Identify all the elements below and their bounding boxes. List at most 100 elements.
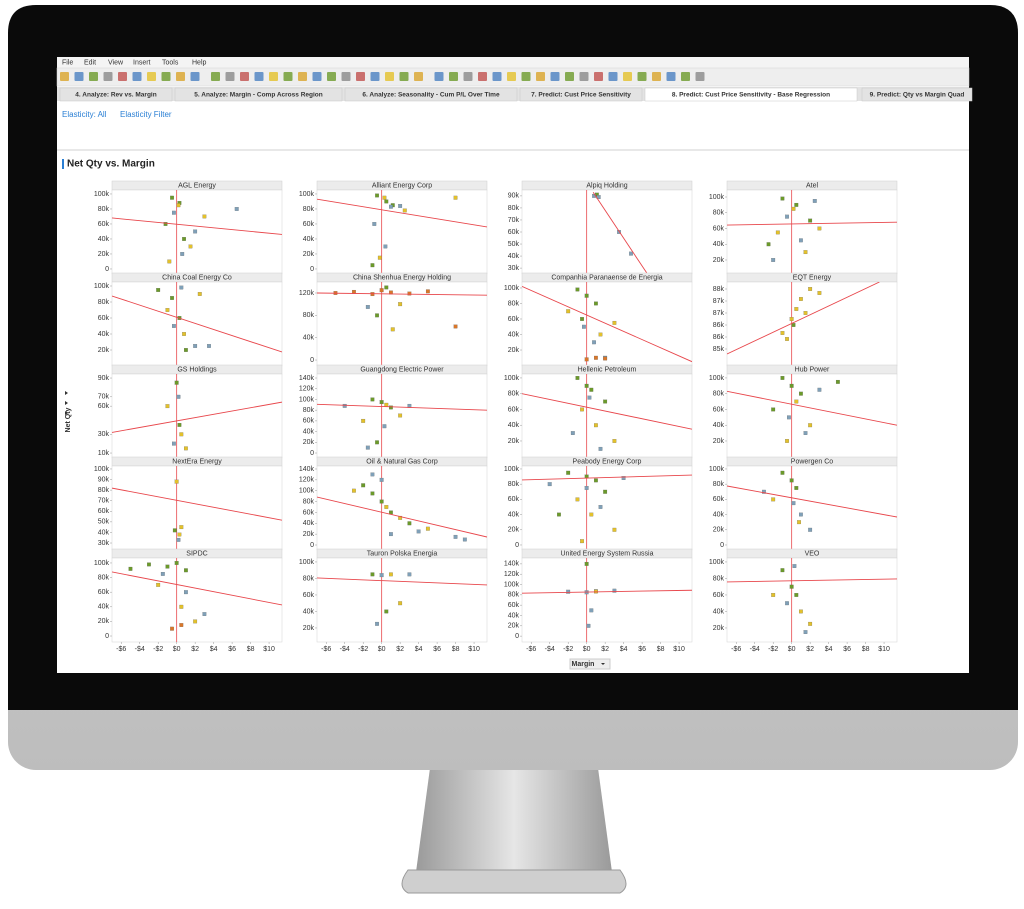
toolbar-icon[interactable]	[608, 72, 618, 81]
x-tick-label: $6	[843, 646, 851, 653]
y-tick-label: 80k	[508, 205, 520, 212]
y-tick-label: 10k	[98, 450, 110, 457]
y-tick-label: 100k	[94, 466, 110, 473]
menu-item[interactable]: View	[108, 59, 124, 66]
toolbar-icon[interactable]	[60, 72, 69, 81]
toolbar-icon[interactable]	[594, 72, 603, 81]
x-tick-label: -$2	[768, 646, 778, 653]
plot-marks	[317, 374, 487, 458]
y-tick-label: 40k	[713, 511, 725, 518]
tab-label[interactable]: 9. Predict: Qty vs Margin Quad	[870, 92, 965, 99]
toolbar-icon[interactable]	[74, 72, 84, 81]
menu-item[interactable]: Edit	[84, 59, 96, 66]
toolbar-icon[interactable]	[327, 72, 336, 81]
menu-item[interactable]: Insert	[133, 59, 151, 66]
y-tick-label: 100k	[709, 375, 725, 382]
toolbar-icon[interactable]	[463, 72, 473, 81]
tab-label[interactable]: 7. Predict: Cust Price Sensitivity	[531, 92, 631, 99]
toolbar-icon[interactable]	[211, 72, 220, 81]
y-tick-label: 100k	[709, 559, 725, 566]
tab[interactable]	[344, 87, 518, 102]
x-tick-label: $6	[433, 646, 441, 653]
toolbar-icon[interactable]	[623, 72, 632, 81]
plot-area	[726, 465, 898, 551]
toolbar-icon[interactable]	[434, 72, 444, 81]
data-point	[398, 515, 403, 520]
x-axis-label[interactable]: Margin	[572, 661, 595, 668]
data-point	[372, 222, 377, 226]
menu-item[interactable]: Tools	[162, 59, 179, 66]
toolbar-icon[interactable]	[254, 72, 264, 81]
tab[interactable]	[59, 87, 173, 102]
toolbar-icon[interactable]	[225, 72, 235, 81]
toolbar-icon[interactable]	[565, 72, 574, 81]
data-point	[398, 204, 403, 208]
toolbar-icon[interactable]	[521, 72, 531, 81]
toolbar-icon[interactable]	[176, 72, 185, 81]
toolbar-icon[interactable]	[385, 72, 394, 81]
toolbar-icon[interactable]	[652, 72, 661, 81]
toolbar-icon[interactable]	[492, 72, 502, 81]
plot-marks	[727, 190, 897, 274]
toolbar-icon[interactable]	[370, 72, 380, 81]
tab-label[interactable]: 4. Analyze: Rev vs. Margin	[75, 92, 156, 99]
tab[interactable]	[644, 87, 858, 102]
toolbar-icon[interactable]	[312, 72, 322, 81]
data-point	[803, 311, 808, 315]
y-tick-label: 100k	[299, 559, 315, 566]
data-point	[799, 391, 803, 396]
toolbar-icon[interactable]	[579, 72, 589, 81]
data-point	[580, 317, 584, 321]
toolbar-icon[interactable]	[550, 72, 560, 81]
data-point	[453, 324, 458, 329]
tab[interactable]	[174, 87, 343, 102]
toolbar-icon[interactable]	[478, 72, 487, 81]
toolbar-icon[interactable]	[161, 72, 171, 81]
toolbar-icon[interactable]	[399, 72, 409, 81]
trellis-panel: SIPDC 0 20k 40k 60k 80k 100k -$6 -$4 -$2 $0 $2 $4 $6 $…	[94, 548, 283, 653]
toolbar-icon[interactable]	[89, 72, 98, 81]
data-point	[156, 582, 161, 587]
menu-item[interactable]: Help	[192, 59, 207, 66]
toolbar-icon[interactable]	[103, 72, 113, 81]
toolbar-icon[interactable]	[536, 72, 545, 81]
tab[interactable]	[861, 87, 973, 102]
x-tick-label: -$4	[340, 646, 350, 653]
toolbar-icon[interactable]	[449, 72, 458, 81]
toolbar-icon[interactable]	[695, 72, 705, 81]
toolbar-icon[interactable]	[507, 72, 516, 81]
regression-line	[727, 221, 897, 226]
menu-item[interactable]: File	[62, 59, 73, 66]
toolbar-icon[interactable]	[190, 72, 200, 81]
toolbar-icon[interactable]	[118, 72, 127, 81]
panel-title: Hellenic Petroleum	[578, 366, 637, 373]
toolbar-icon[interactable]	[356, 72, 365, 81]
data-point	[586, 623, 591, 628]
x-axis-selector[interactable]	[569, 658, 611, 670]
dropdown-arrow[interactable]	[601, 663, 605, 665]
data-point	[789, 584, 794, 589]
filter-link[interactable]: Elasticity: All	[62, 110, 107, 119]
y-tick-label: 0	[310, 542, 314, 549]
toolbar-icon[interactable]	[341, 72, 351, 81]
tab-label[interactable]: 5. Analyze: Margin - Comp Across Region	[194, 92, 322, 99]
y-axis-label[interactable]: Net Qty	[65, 407, 72, 432]
toolbar-icon[interactable]	[240, 72, 249, 81]
toolbar-icon[interactable]	[147, 72, 156, 81]
y-tick-label: 20k	[713, 527, 725, 534]
x-tick-label: -$6	[321, 646, 331, 653]
toolbar-icon[interactable]	[637, 72, 647, 81]
tab-label[interactable]: 6. Analyze: Seasonality - Cum P/L Over T…	[362, 92, 500, 99]
toolbar-icon[interactable]	[666, 72, 676, 81]
filter-link[interactable]: Elasticity Filter	[120, 110, 172, 119]
toolbar-icon[interactable]	[132, 72, 142, 81]
toolbar-icon[interactable]	[283, 72, 293, 81]
toolbar-icon[interactable]	[414, 72, 423, 81]
toolbar-icon[interactable]	[298, 72, 307, 81]
tab[interactable]	[519, 87, 643, 102]
axis-arrows[interactable]	[65, 391, 68, 415]
tab-label[interactable]: 8. Predict: Cust Price Sensitivity - Bas…	[672, 92, 830, 99]
toolbar-icon[interactable]	[681, 72, 690, 81]
toolbar-icon[interactable]	[269, 72, 278, 81]
x-tick-label: $10	[878, 646, 890, 653]
